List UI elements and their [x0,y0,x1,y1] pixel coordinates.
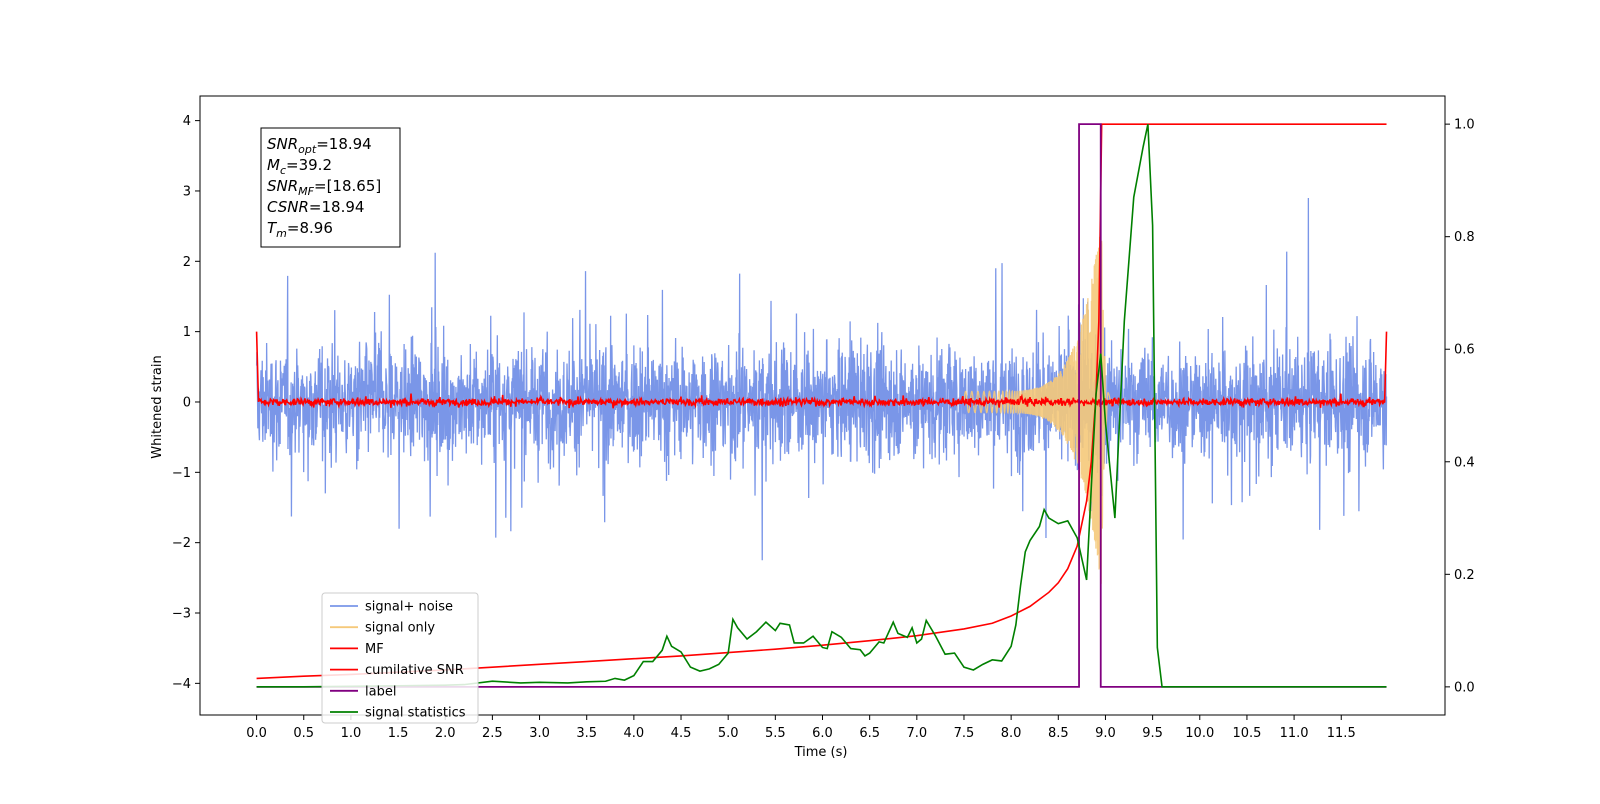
series-cumilative-snr-line [256,123,1387,680]
x-tick-label: 10.5 [1232,726,1261,741]
annotation-symbol: T [267,219,278,237]
annotation-line: CSNR=18.94 [267,198,364,216]
y-tick-label-right: 0.8 [1454,230,1475,245]
legend-entry: cumilative SNR [365,663,464,678]
x-tick-label: 10.0 [1185,726,1214,741]
annotation-value: =18.94 [309,198,365,216]
x-tick-label: 4.0 [624,726,645,741]
x-tick-label: 5.0 [718,726,739,741]
y-tick-label-right: 0.2 [1454,568,1475,583]
y-tick-label-left: 4 [183,114,191,129]
annotation-subscript: m [276,227,287,240]
y-tick-label-left: −4 [172,677,191,692]
x-tick-label: 5.5 [765,726,786,741]
series-mf-line [255,331,1388,409]
series-signal-only-line [963,227,1116,584]
x-tick-label: 11.0 [1280,726,1309,741]
x-tick-label: 7.5 [954,726,975,741]
y-tick-label-left: 1 [183,325,191,340]
annotation-symbol: M [267,156,280,174]
annotation-value: =[18.65] [314,177,381,195]
x-tick-label: 8.5 [1048,726,1069,741]
x-axis: 0.0 0.5 1.0 1.5 2.0 2.5 3.0 3.5 4.0 4.5 5.0 5.5 6.0 6… [246,715,1356,741]
y-tick-label-left: −2 [172,536,191,551]
annotation-line: SNRMF=[18.65] [267,177,381,198]
x-tick-label: 8.0 [1001,726,1022,741]
y-tick-label-left: −1 [172,466,191,481]
x-tick-label: 0.5 [293,726,314,741]
annotation-line: SNRopt=18.94 [267,135,372,156]
series-signal-noise-line [255,197,1388,561]
y-tick-label-left: 2 [183,255,191,270]
x-tick-label: 3.5 [576,726,597,741]
y-tick-label-right: 0.6 [1454,343,1475,358]
x-axis-label: Time (s) [794,745,848,760]
x-tick-label: 6.5 [859,726,880,741]
annotation-symbol: CSNR [267,198,309,216]
y-tick-label-left: 3 [183,184,191,199]
y-tick-label-right: 0.4 [1454,455,1475,470]
x-tick-label: 3.0 [529,726,550,741]
x-tick-label: 1.5 [388,726,409,741]
annotation-symbol: SNR [267,135,298,153]
x-tick-label: 7.0 [906,726,927,741]
legend-entry: MF [365,642,384,657]
x-tick-label: 4.5 [671,726,692,741]
x-tick-label: 6.0 [812,726,833,741]
x-tick-label: 9.5 [1142,726,1163,741]
annotation-line: Mc=39.2 [267,156,332,177]
x-tick-label: 2.0 [435,726,456,741]
y-tick-label-right: 1.0 [1454,118,1475,133]
legend-frame [321,592,479,724]
y-axis-label: Whitened strain [150,355,165,458]
plot-area [255,123,1388,688]
annotation-value: =18.94 [316,135,372,153]
y-tick-label-right: 0.0 [1454,680,1475,695]
legend: signal+ noise signal only MF cumilative SNR… [321,592,479,724]
x-tick-label: 11.5 [1327,726,1356,741]
x-tick-label: 2.5 [482,726,503,741]
legend-entry: signal+ noise [365,600,453,615]
x-tick-label: 1.0 [341,726,362,741]
annotation-subscript: c [280,164,286,177]
series-signal-statistics-line [256,123,1387,688]
legend-entry: signal statistics [365,706,466,721]
y-axis-right: 1.0 0.8 0.6 0.4 0.2 0.0 [1445,118,1475,695]
y-axis-left: 4 3 2 1 0 −1 −2 −3 −4 [172,114,200,692]
y-tick-label-left: 0 [183,395,191,410]
annotation-symbol: SNR [267,177,298,195]
y-tick-label-left: −3 [172,607,191,622]
annotation-box: SNRopt=18.94Mc=39.2SNRMF=[18.65]CSNR=18.… [260,127,401,248]
x-tick-label: 9.0 [1095,726,1116,741]
legend-entry: signal only [365,621,435,636]
series-label-line [256,123,1387,688]
legend-entry: label [365,684,396,699]
annotation-subscript: opt [298,143,317,156]
annotation-value: =39.2 [286,156,332,174]
x-tick-label: 0.0 [246,726,267,741]
annotation-value: =8.96 [287,219,333,237]
annotation-line: Tm=8.96 [267,219,333,240]
annotation-subscript: MF [298,185,314,198]
